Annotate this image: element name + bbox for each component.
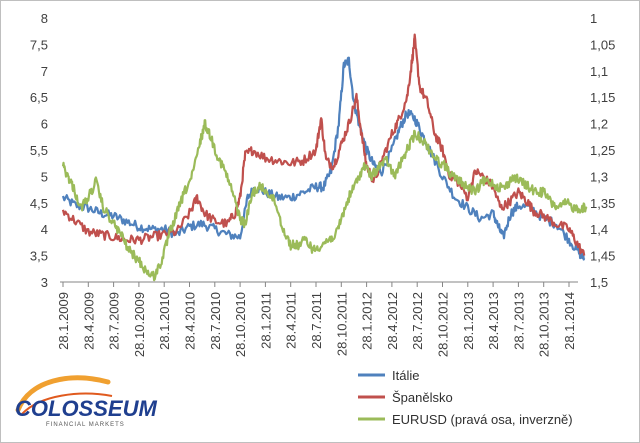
right-tick-label: 1 [590, 11, 597, 26]
right-axis: 1 1,05 1,1 1,15 1,2 1,25 1,3 1,35 1,4 1,45 1,5 [590, 11, 615, 290]
x-tick-label: 28.10.2013 [537, 292, 552, 357]
right-tick-label: 1,25 [590, 143, 615, 158]
logo-swoosh [15, 375, 111, 413]
x-tick-label: 28.10.2011 [334, 292, 349, 356]
x-tick-label: 28.7.2012 [410, 292, 425, 350]
right-tick-label: 1,4 [590, 222, 608, 237]
logo-swoosh-accent [21, 392, 113, 415]
right-tick-label: 1,3 [590, 169, 608, 184]
right-tick-label: 1,35 [590, 196, 615, 211]
right-tick-label: 1,2 [590, 117, 608, 132]
right-tick-label: 1,1 [590, 64, 608, 79]
right-tick-label: 1,05 [590, 37, 615, 52]
right-tick-label: 1,5 [590, 275, 608, 290]
left-tick-label: 8 [41, 11, 48, 26]
logo-wordmark: COLOSSEUM [15, 396, 157, 421]
x-tick-label: 28.4.2013 [486, 292, 501, 350]
right-tick-label: 1,15 [590, 90, 615, 105]
series-group [61, 33, 588, 282]
x-tick-label: 28.4.2011 [284, 292, 299, 349]
left-tick-label: 3 [41, 275, 48, 290]
x-tick-label: 28.1.2012 [360, 292, 375, 350]
left-tick-label: 3,5 [30, 249, 48, 264]
x-tick-label: 28.4.2012 [385, 292, 400, 350]
left-tick-label: 6,5 [30, 90, 48, 105]
x-tick-label: 28.1.2014 [562, 292, 577, 350]
series-line-2 [61, 119, 588, 282]
x-tick-label: 28.1.2013 [461, 292, 476, 350]
x-tick-label: 28.10.2012 [436, 292, 451, 357]
series-line-1 [61, 33, 586, 256]
x-tick-label: 28.7.2009 [107, 292, 122, 350]
left-axis: 3 3,5 4 4,5 5 5,5 6 6,5 7 7,5 8 [30, 11, 48, 290]
legend-label-spanelsko: Španělsko [392, 390, 453, 405]
x-tick-label: 28.10.2009 [132, 292, 147, 357]
left-tick-label: 4 [41, 222, 48, 237]
x-tick-label: 28.1.2010 [157, 292, 172, 350]
x-tick-label: 28.7.2013 [511, 292, 526, 350]
legend-label-eurusd: EURUSD (pravá osa, inverzně) [392, 412, 573, 427]
x-tick-label: 28.4.2009 [81, 292, 96, 350]
left-tick-label: 5 [41, 169, 48, 184]
left-tick-label: 7,5 [30, 37, 48, 52]
legend: Itálie Španělsko EURUSD (pravá osa, inve… [358, 368, 573, 427]
left-tick-label: 7 [41, 64, 48, 79]
left-tick-label: 6 [41, 117, 48, 132]
colosseum-logo: COLOSSEUM FINANCIAL MARKETS [15, 375, 157, 428]
left-tick-label: 5,5 [30, 143, 48, 158]
x-tick-label: 28.1.2009 [56, 292, 71, 350]
x-axis-labels: 28.1.2009 28.4.2009 28.7.2009 28.10.2009 28.… [56, 282, 577, 357]
legend-label-italie: Itálie [392, 368, 419, 383]
x-tick-label: 28.4.2010 [183, 292, 198, 350]
left-tick-label: 4,5 [30, 196, 48, 211]
x-tick-label: 28.1.2011 [258, 292, 273, 349]
right-tick-label: 1,45 [590, 249, 615, 264]
x-tick-label: 28.10.2010 [233, 292, 248, 357]
logo-tagline: FINANCIAL MARKETS [46, 422, 125, 428]
series-line-0 [61, 56, 586, 261]
x-tick-label: 28.7.2010 [208, 292, 223, 350]
x-tick-label: 28.7.2011 [309, 292, 324, 349]
